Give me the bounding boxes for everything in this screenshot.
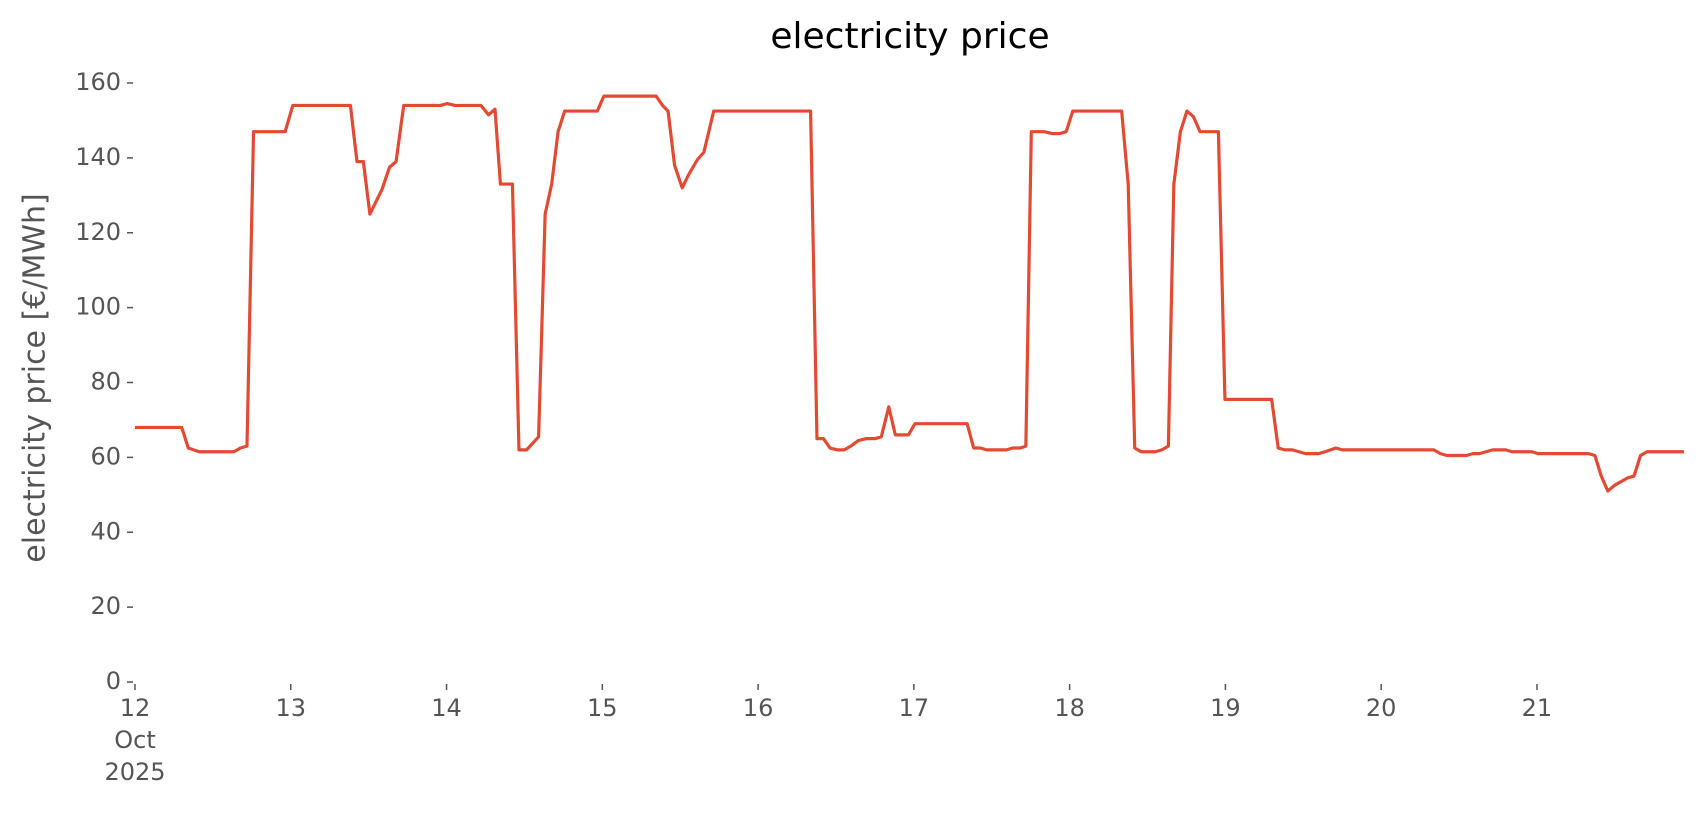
x-tick-label: 17 <box>898 694 930 722</box>
y-tick-label: 120 <box>75 218 121 246</box>
y-axis-label: electricity price [€/MWh] <box>18 193 53 562</box>
y-tick-label: 160 <box>75 68 121 96</box>
y-tick-label: 0 <box>106 667 121 695</box>
y-tick-label: 80 <box>90 368 121 396</box>
y-tick-label: 40 <box>90 517 121 545</box>
x-tick-label: 21 <box>1521 694 1553 722</box>
x-tick-label: 14 <box>431 694 462 722</box>
x-tick-label: 12 Oct 2025 <box>104 694 166 786</box>
x-tick-label: 19 <box>1210 694 1241 722</box>
x-tick-label: 16 <box>742 694 774 722</box>
y-tick-label: 60 <box>90 442 121 470</box>
x-tick-label: 18 <box>1054 694 1085 722</box>
x-tick-label: 13 <box>275 694 307 722</box>
y-tick-label: 140 <box>75 143 121 171</box>
chart-title: electricity price <box>770 16 1049 57</box>
price-line <box>135 94 1684 493</box>
x-tick-label: 15 <box>587 694 618 722</box>
y-tick-label: 100 <box>75 293 121 321</box>
y-tick-label: 20 <box>90 592 121 620</box>
x-tick-label: 20 <box>1365 694 1397 722</box>
